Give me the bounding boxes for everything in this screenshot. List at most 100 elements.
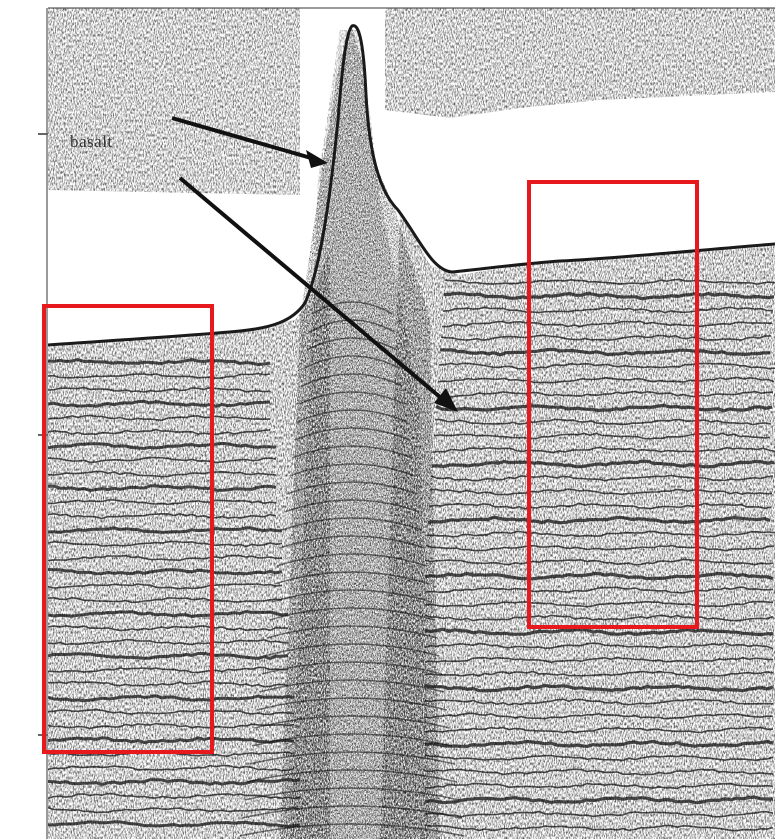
reflector-line xyxy=(443,291,775,301)
reflector-line xyxy=(48,820,301,829)
highlight-box-left xyxy=(42,304,214,754)
reflector-line xyxy=(434,418,772,426)
reflector-line xyxy=(432,446,775,454)
cone-diffraction-line xyxy=(269,607,435,621)
cone-diffraction-line xyxy=(284,499,420,513)
cone-diffraction-line xyxy=(251,733,453,747)
reflector-line xyxy=(48,680,289,688)
reflector-line xyxy=(48,526,283,534)
reflector-line xyxy=(48,777,301,786)
highlight-box-right xyxy=(527,180,699,629)
basalt-arrows xyxy=(171,116,458,412)
reflector-line xyxy=(48,499,277,506)
reflector-line xyxy=(424,795,774,805)
reflector-line xyxy=(424,558,774,566)
cone-diffraction-line xyxy=(264,643,440,657)
reflector-line xyxy=(437,376,775,384)
reflector-line xyxy=(48,609,289,619)
cone-diffraction-line xyxy=(244,787,460,801)
reflector-line xyxy=(48,554,283,562)
reflector-line xyxy=(48,540,283,548)
cone-diffraction-line xyxy=(276,553,428,567)
reflector-line xyxy=(424,627,774,637)
cone-diffraction-line xyxy=(279,535,425,549)
cone-diffraction-line xyxy=(286,481,418,495)
reflector-line xyxy=(48,441,277,451)
reflector-line xyxy=(426,530,775,538)
reflector-line xyxy=(424,768,774,776)
cone-diffraction-line xyxy=(266,625,438,639)
basalt-label: basalt xyxy=(70,132,113,151)
cone-diffraction-line xyxy=(246,769,458,783)
reflector-line xyxy=(424,698,774,706)
cone-diffraction-line xyxy=(274,571,430,585)
reflector-line xyxy=(424,683,774,693)
reflector-line xyxy=(48,666,288,674)
seafloor-reflector xyxy=(48,24,775,347)
reflector-line xyxy=(424,614,774,622)
reflector-line xyxy=(48,372,271,380)
cone-diffraction-line xyxy=(294,427,410,441)
reflector-line xyxy=(48,596,283,604)
reflector-line xyxy=(48,736,295,744)
cone-diffraction-line xyxy=(254,715,450,729)
reflector-line xyxy=(48,358,271,367)
cone-diffraction-line xyxy=(306,337,398,351)
arrowhead-summit xyxy=(306,150,328,168)
reflector-line xyxy=(48,512,277,520)
cone-diffraction-line xyxy=(309,319,395,333)
reflector-line xyxy=(424,739,774,749)
reflector-line xyxy=(424,642,774,650)
reflector-line xyxy=(48,708,295,716)
reflector-line xyxy=(427,515,771,525)
reflector-line xyxy=(48,386,271,393)
cone-diffraction-line xyxy=(239,823,465,837)
cone-diffraction-line xyxy=(289,463,415,477)
cone-diffraction-line xyxy=(311,301,393,315)
reflector-line xyxy=(424,571,774,581)
reflector-line xyxy=(424,712,774,720)
reflector-line xyxy=(48,428,271,436)
reflector-line xyxy=(48,764,295,772)
reflector-line xyxy=(432,459,775,469)
cone-diffraction-line xyxy=(241,805,463,819)
reflector-line xyxy=(439,347,771,357)
reflector-line xyxy=(48,694,295,703)
arrow-to-summit xyxy=(171,116,319,162)
reflector-line xyxy=(48,652,289,660)
reflector-line xyxy=(424,600,774,608)
reflector-line xyxy=(48,624,288,632)
arrow-to-flank xyxy=(178,176,449,405)
reflector-line xyxy=(48,568,283,576)
cone-diffraction-line xyxy=(256,697,448,711)
cone-diffraction-line xyxy=(301,373,403,387)
reflector-line xyxy=(444,278,775,286)
reflector-line xyxy=(437,390,774,398)
volcanic-cone-core xyxy=(290,30,430,839)
reflector-line xyxy=(442,306,774,314)
reflector-line xyxy=(48,638,289,646)
cone-diffraction-line xyxy=(299,391,405,405)
water-column-noise-right xyxy=(385,8,775,118)
reflector-line xyxy=(48,470,277,478)
cone-diffraction-line xyxy=(304,355,400,369)
reflector-line xyxy=(424,754,774,762)
cone-diffraction-line xyxy=(249,751,455,765)
reflector-line xyxy=(424,824,774,832)
reflector-line xyxy=(424,726,773,734)
reflector-line xyxy=(440,334,772,342)
reflector-line xyxy=(424,586,774,594)
reflector-line xyxy=(424,656,774,664)
cone-diffraction-line xyxy=(291,445,413,459)
cone-diffraction-line xyxy=(281,517,423,531)
seismic-data-area xyxy=(48,8,775,839)
reflector-line xyxy=(424,782,774,790)
arrowhead-flank xyxy=(434,388,458,412)
reflector-line xyxy=(429,488,773,496)
reflector-line xyxy=(424,670,774,677)
reflector-group xyxy=(48,278,775,837)
reflector-line xyxy=(48,806,301,814)
reflector-line xyxy=(48,792,301,800)
reflector-line xyxy=(428,502,772,510)
